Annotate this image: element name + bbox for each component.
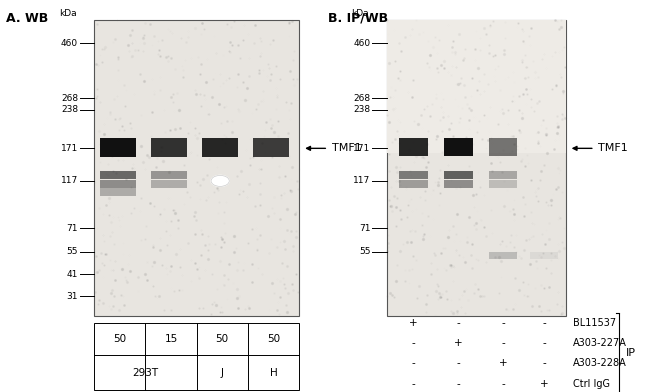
Text: A303-227A: A303-227A — [573, 338, 627, 348]
Text: 238: 238 — [61, 105, 78, 114]
Bar — [94, 323, 299, 390]
Text: -: - — [542, 358, 546, 368]
Text: BL11537: BL11537 — [573, 318, 616, 328]
Text: +: + — [499, 358, 507, 368]
Text: -: - — [411, 358, 415, 368]
Text: 15: 15 — [164, 334, 177, 345]
Bar — [444, 171, 473, 179]
Text: 117: 117 — [353, 176, 370, 185]
Text: -: - — [542, 338, 546, 348]
Bar — [387, 20, 566, 316]
Text: 268: 268 — [61, 94, 78, 103]
Text: 171: 171 — [60, 144, 78, 153]
Text: A303-228A: A303-228A — [573, 358, 627, 368]
Text: 71: 71 — [66, 224, 78, 233]
Text: +: + — [410, 318, 418, 328]
Text: 50: 50 — [216, 334, 229, 345]
Text: 460: 460 — [354, 39, 370, 48]
Bar — [489, 138, 517, 156]
Bar — [444, 180, 473, 188]
Text: 50: 50 — [113, 334, 126, 345]
Text: 31: 31 — [66, 292, 78, 301]
Text: 117: 117 — [60, 176, 78, 185]
Text: Ctrl IgG: Ctrl IgG — [573, 379, 610, 389]
Text: kDa: kDa — [59, 9, 77, 18]
Text: IP: IP — [626, 348, 636, 358]
Text: -: - — [411, 338, 415, 348]
Bar — [444, 138, 473, 156]
Text: 460: 460 — [61, 39, 78, 48]
Text: 41: 41 — [66, 270, 78, 279]
Text: 50: 50 — [267, 334, 280, 345]
Text: TMF1: TMF1 — [332, 143, 361, 153]
Text: 55: 55 — [359, 247, 370, 256]
Text: J: J — [221, 368, 224, 378]
Text: -: - — [456, 379, 460, 389]
Bar — [151, 180, 187, 188]
Text: B. IP/WB: B. IP/WB — [328, 12, 389, 25]
Bar — [399, 180, 428, 188]
Circle shape — [211, 175, 229, 186]
Bar — [100, 188, 136, 196]
Text: 55: 55 — [66, 247, 78, 256]
Bar — [100, 180, 136, 188]
Bar — [489, 180, 517, 188]
Bar — [399, 171, 428, 179]
Bar — [387, 20, 566, 153]
Text: -: - — [411, 379, 415, 389]
Bar — [94, 20, 299, 316]
Text: -: - — [456, 358, 460, 368]
Bar — [489, 252, 517, 259]
Bar — [254, 138, 289, 157]
Text: TMF1: TMF1 — [598, 143, 628, 153]
Bar — [202, 138, 238, 157]
Bar — [151, 138, 187, 157]
Text: 238: 238 — [354, 105, 370, 114]
Bar — [530, 252, 558, 259]
Text: 71: 71 — [359, 224, 370, 233]
Bar — [100, 171, 136, 179]
Text: 293T: 293T — [133, 368, 159, 378]
Text: +: + — [454, 338, 463, 348]
Text: -: - — [456, 318, 460, 328]
Text: -: - — [501, 338, 505, 348]
Text: A. WB: A. WB — [6, 12, 49, 25]
Bar — [399, 138, 428, 156]
Text: 171: 171 — [353, 144, 370, 153]
Bar — [100, 138, 136, 157]
Text: kDa: kDa — [352, 9, 369, 18]
Text: -: - — [501, 318, 505, 328]
Bar — [489, 171, 517, 179]
Text: -: - — [542, 318, 546, 328]
Text: 268: 268 — [354, 94, 370, 103]
Text: +: + — [540, 379, 549, 389]
Text: H: H — [270, 368, 278, 378]
Bar — [151, 171, 187, 179]
Text: -: - — [501, 379, 505, 389]
